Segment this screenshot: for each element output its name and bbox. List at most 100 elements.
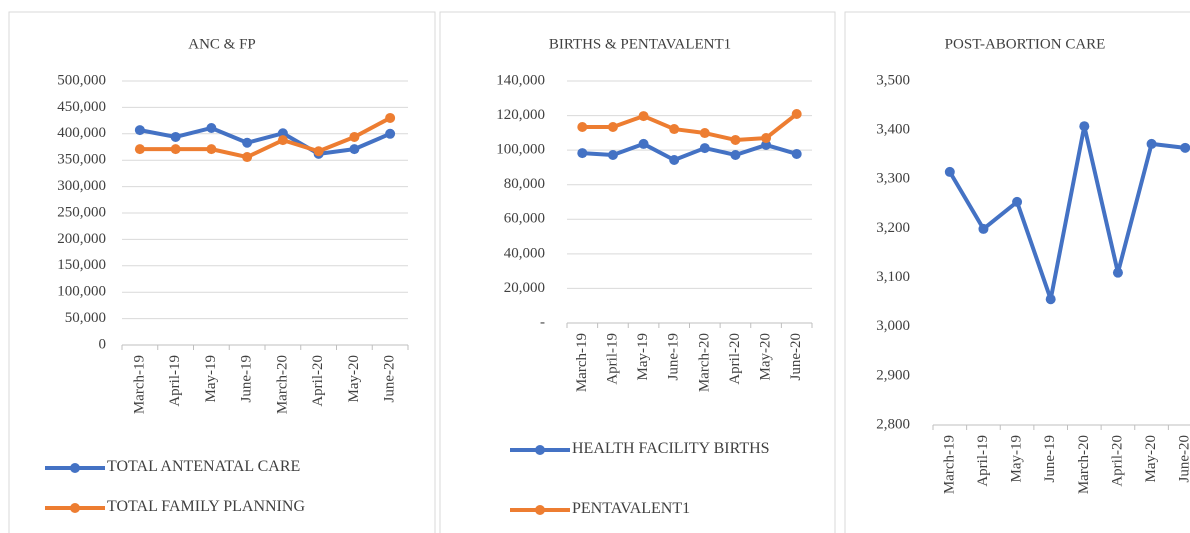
y-tick-label: 120,000 bbox=[496, 107, 545, 123]
data-point bbox=[242, 152, 253, 163]
chart-title: POST-ABORTION CARE bbox=[945, 36, 1106, 52]
legend-marker bbox=[535, 505, 545, 515]
x-tick-label: June-20 bbox=[1177, 435, 1190, 483]
data-point bbox=[1112, 267, 1123, 278]
data-point bbox=[669, 124, 680, 135]
data-point bbox=[385, 112, 396, 123]
x-tick-label: June-20 bbox=[788, 333, 804, 381]
x-tick-label: May-20 bbox=[1143, 435, 1159, 483]
y-tick-label: 450,000 bbox=[57, 99, 106, 115]
data-point bbox=[277, 135, 288, 146]
y-tick-label: 400,000 bbox=[57, 125, 106, 141]
series-line bbox=[582, 141, 798, 162]
data-point bbox=[313, 146, 324, 157]
data-point bbox=[170, 131, 181, 142]
y-tick-label: 100,000 bbox=[57, 284, 106, 300]
legend-text: PENTAVALENT1 bbox=[572, 500, 691, 517]
y-tick-label: 3,200 bbox=[876, 220, 910, 236]
x-tick-label: April-20 bbox=[1109, 435, 1125, 487]
data-point bbox=[385, 128, 396, 139]
data-point bbox=[349, 144, 360, 155]
x-tick-label: April-19 bbox=[975, 435, 991, 487]
chart-title: BIRTHS & PENTAVALENT1 bbox=[549, 36, 731, 52]
data-point bbox=[277, 128, 288, 139]
y-tick-label: 3,300 bbox=[876, 171, 910, 187]
data-point bbox=[1146, 138, 1157, 149]
panel-border bbox=[844, 11, 1190, 533]
data-point bbox=[170, 144, 181, 155]
x-tick-label: April-20 bbox=[727, 333, 743, 385]
legend-entry: PENTAVALENT1 bbox=[572, 500, 691, 517]
x-tick-label: May-19 bbox=[203, 355, 219, 403]
data-point bbox=[699, 128, 710, 139]
data-point bbox=[242, 137, 253, 148]
y-tick-label: 3,400 bbox=[876, 122, 910, 138]
y-tick-label: 100,000 bbox=[496, 142, 545, 158]
y-tick-label: 40,000 bbox=[504, 245, 545, 261]
x-tick-label: June-19 bbox=[239, 355, 255, 403]
x-tick-label: March-20 bbox=[1076, 435, 1092, 494]
data-point bbox=[134, 125, 145, 136]
x-tick-label: March-20 bbox=[274, 355, 290, 414]
data-point bbox=[944, 166, 955, 177]
legend-entry: HEALTH FACILITY BIRTHS bbox=[572, 440, 770, 457]
y-tick-label: 250,000 bbox=[57, 204, 106, 220]
data-point bbox=[761, 139, 772, 150]
legend-marker bbox=[535, 445, 545, 455]
data-point bbox=[577, 121, 588, 132]
y-tick-label: 60,000 bbox=[504, 211, 545, 227]
x-tick-label: May-20 bbox=[346, 355, 362, 403]
series-line bbox=[139, 116, 392, 160]
data-point bbox=[206, 122, 217, 133]
data-point bbox=[978, 223, 989, 234]
y-tick-label: 140,000 bbox=[496, 72, 545, 88]
data-point bbox=[1045, 294, 1056, 305]
x-tick-label: June-20 bbox=[382, 355, 398, 403]
data-point bbox=[206, 144, 217, 155]
x-tick-label: March-19 bbox=[131, 355, 147, 414]
x-tick-label: April-19 bbox=[167, 355, 183, 407]
data-point bbox=[638, 111, 649, 122]
x-tick-label: May-19 bbox=[1009, 435, 1025, 483]
x-tick-label: May-19 bbox=[635, 333, 651, 381]
data-point bbox=[638, 138, 649, 149]
x-tick-label: March-19 bbox=[574, 333, 590, 392]
y-tick-label: 350,000 bbox=[57, 152, 106, 168]
data-point bbox=[577, 148, 588, 159]
y-tick-label: 3,100 bbox=[876, 269, 910, 285]
series-line bbox=[139, 125, 391, 156]
chart-title: ANC & FP bbox=[188, 36, 256, 52]
panel-border bbox=[439, 11, 836, 533]
data-point bbox=[669, 154, 680, 165]
data-point bbox=[1012, 196, 1023, 207]
y-tick-label: 2,800 bbox=[876, 416, 910, 432]
data-point bbox=[730, 134, 741, 145]
y-tick-label: - bbox=[540, 314, 545, 330]
y-tick-label: 300,000 bbox=[57, 178, 106, 194]
legend-marker bbox=[70, 503, 80, 513]
data-point bbox=[730, 149, 741, 160]
data-point bbox=[699, 143, 710, 154]
legend-text: TOTAL ANTENATAL CARE bbox=[107, 458, 301, 475]
data-point bbox=[1180, 142, 1190, 153]
legend-text: HEALTH FACILITY BIRTHS bbox=[572, 440, 770, 457]
x-tick-label: March-19 bbox=[941, 435, 957, 494]
y-tick-label: 3,500 bbox=[876, 72, 910, 88]
legend-entry: TOTAL ANTENATAL CARE bbox=[107, 458, 301, 475]
y-tick-label: 2,900 bbox=[876, 367, 910, 383]
series-line bbox=[948, 124, 1186, 302]
y-tick-label: 80,000 bbox=[504, 176, 545, 192]
data-point bbox=[761, 133, 772, 144]
data-point bbox=[1079, 121, 1090, 132]
y-tick-label: 3,000 bbox=[876, 318, 910, 334]
legend-entry: TOTAL FAMILY PLANNING bbox=[107, 498, 305, 515]
series-line bbox=[582, 112, 798, 142]
x-tick-label: May-20 bbox=[758, 333, 774, 381]
data-point bbox=[607, 149, 618, 160]
legend-marker bbox=[70, 463, 80, 473]
y-tick-label: 200,000 bbox=[57, 231, 106, 247]
y-tick-label: 50,000 bbox=[65, 310, 106, 326]
x-tick-label: June-19 bbox=[1042, 435, 1058, 483]
